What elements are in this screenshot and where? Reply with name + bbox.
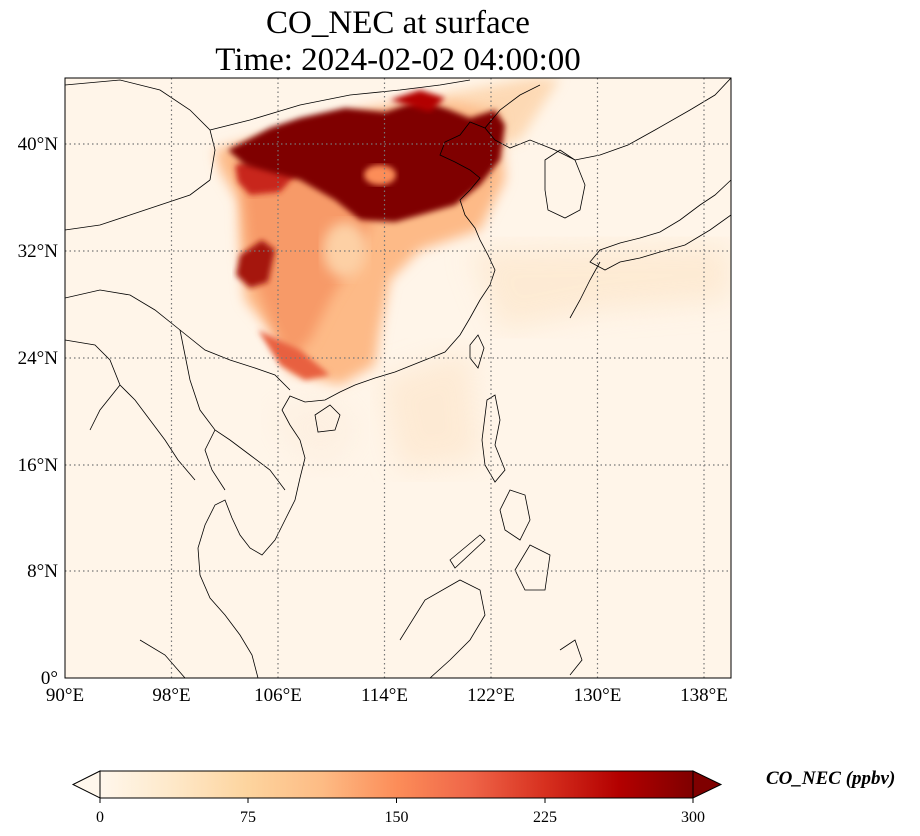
map-panel [65,78,731,678]
lon-tick-labels: 90°E 98°E 106°E 114°E 122°E 130°E 138°E [46,685,728,706]
lat-tick-label: 32°N [18,241,59,262]
colorbar-extend-min [71,770,101,799]
map-frame [64,77,732,679]
lat-tick-label: 16°N [18,455,59,476]
colorbar: 0 75 150 225 300 [71,770,723,826]
colorbar-extend-max [692,770,723,799]
lon-tick-label: 98°E [152,685,190,706]
lat-tick-label: 8°N [27,561,58,582]
lat-tick-label: 24°N [18,348,59,369]
colorbar-tick-label: 225 [533,809,557,826]
lon-tick-label: 106°E [254,685,302,706]
coastlines-borders [65,78,731,678]
lon-tick-label: 122°E [467,685,515,706]
lat-tick-labels: 0° 8°N 16°N 24°N 32°N 40°N [18,134,59,689]
graticule [65,78,731,678]
lon-tick-label: 130°E [574,685,622,706]
lon-tick-label: 138°E [680,685,728,706]
lon-tick-label: 90°E [46,685,84,706]
lat-tick-label: 40°N [18,134,59,155]
colorbar-tick-label: 0 [96,809,104,826]
lon-tick-label: 114°E [361,685,408,706]
colorbar-tick-label: 150 [385,809,409,826]
colorbar-tick-label: 75 [240,809,256,826]
map-subtitle-time: Time: 2024-02-02 04:00:00 [215,42,581,78]
map-title: CO_NEC at surface [266,5,530,41]
colorbar-tick-label: 300 [681,809,705,826]
lat-tick-label: 0° [41,668,58,689]
colorbar-gradient [100,771,693,798]
co-concentration-field [215,78,731,470]
colorbar-label: CO_NEC (ppbv) [766,768,896,789]
